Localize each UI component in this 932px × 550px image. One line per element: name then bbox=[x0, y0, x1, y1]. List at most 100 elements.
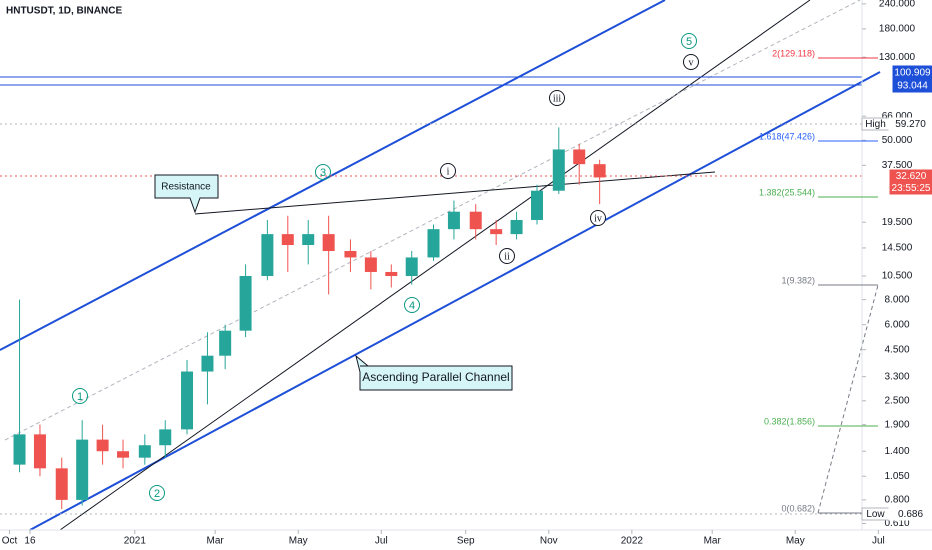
candle-body bbox=[13, 434, 26, 465]
fib-label: 1.382(25.544) bbox=[759, 187, 815, 197]
trend-line bbox=[59, 0, 811, 531]
y-tick-label: 0.610 bbox=[884, 518, 909, 529]
subwave-label: iii bbox=[553, 93, 562, 104]
price-tag-text: 32.620 bbox=[896, 171, 927, 182]
candle-body bbox=[385, 271, 398, 277]
candle-body bbox=[181, 371, 194, 430]
candle-body bbox=[427, 229, 440, 258]
fib-label: 1.618(47.426) bbox=[759, 131, 815, 141]
y-tick-label: 37.500 bbox=[882, 160, 913, 171]
fib-connector bbox=[817, 284, 879, 514]
price-tag-text: 59.270 bbox=[895, 119, 926, 130]
price-tag bbox=[892, 78, 932, 93]
candle-body bbox=[261, 234, 274, 277]
x-tick-label: May bbox=[289, 536, 308, 547]
plot-area bbox=[0, 0, 881, 531]
subwave-label: v bbox=[689, 57, 694, 68]
candle-body bbox=[322, 234, 335, 251]
y-tick-label: 4.500 bbox=[884, 344, 909, 355]
y-tick-label: 240.000 bbox=[879, 0, 916, 10]
x-tick-label: Sep bbox=[457, 536, 475, 547]
fib-label: 0.382(1.856) bbox=[764, 416, 815, 426]
candle-body bbox=[469, 211, 482, 230]
x-tick-label: Oct bbox=[2, 536, 18, 547]
wave-label: 1 bbox=[77, 391, 83, 403]
candle-body bbox=[55, 468, 68, 500]
y-tick-label: 0.800 bbox=[884, 495, 909, 506]
x-tick-label: 2021 bbox=[124, 536, 147, 547]
y-tick-label: 2.500 bbox=[884, 395, 909, 406]
x-tick-label: Mar bbox=[704, 536, 722, 547]
candle-body bbox=[239, 276, 252, 331]
price-tag bbox=[888, 117, 932, 131]
channel-upper bbox=[0, 0, 666, 351]
candle-body bbox=[138, 445, 151, 458]
wave-circle bbox=[681, 33, 697, 49]
candle-body bbox=[281, 234, 294, 245]
subwave-circle bbox=[499, 248, 515, 264]
wave-label: 3 bbox=[320, 167, 326, 179]
x-tick-label: Jul bbox=[872, 536, 885, 547]
y-tick-label: 3.300 bbox=[884, 371, 909, 382]
callout-box bbox=[355, 354, 513, 391]
y-tick-label: 66.000 bbox=[882, 111, 913, 122]
callout-text: Ascending Parallel Channel bbox=[362, 370, 509, 384]
wave-circle bbox=[72, 388, 88, 404]
x-tick-label: 2022 bbox=[621, 536, 644, 547]
candle-body bbox=[344, 250, 357, 258]
fib-label: 1(9.382) bbox=[781, 275, 815, 285]
dashed-trend bbox=[4, 0, 861, 441]
candle-body bbox=[33, 434, 46, 469]
subwave-circle bbox=[683, 54, 699, 70]
y-tick-label: 14.500 bbox=[882, 243, 913, 254]
candle-body bbox=[117, 451, 130, 458]
candle-body bbox=[510, 219, 523, 235]
channel-lower bbox=[29, 71, 881, 531]
wave-circle bbox=[315, 164, 331, 180]
candle-body bbox=[447, 211, 460, 230]
wave-label: 5 bbox=[686, 36, 692, 48]
wave-label: 2 bbox=[154, 488, 160, 500]
x-tick-label: Mar bbox=[207, 536, 225, 547]
price-tag-text: 23:55:25 bbox=[892, 183, 931, 194]
price-tag-text: Low bbox=[866, 509, 885, 520]
y-tick-label: 50.000 bbox=[882, 135, 913, 146]
candle-body bbox=[159, 429, 172, 446]
wave-circle bbox=[149, 485, 165, 501]
y-tick-label: 1.900 bbox=[884, 419, 909, 430]
candle-body bbox=[531, 190, 544, 220]
y-tick-label: 180.000 bbox=[879, 24, 916, 35]
price-tag-text: 100.909 bbox=[894, 68, 931, 79]
subwave-label: ii bbox=[504, 251, 510, 262]
subwave-label: i bbox=[447, 166, 450, 177]
y-tick-label: 1.400 bbox=[884, 446, 909, 457]
candle-body bbox=[96, 439, 109, 452]
candle-body bbox=[593, 164, 606, 178]
price-tag-text: 93.044 bbox=[897, 81, 928, 92]
x-tick-label: Nov bbox=[540, 536, 558, 547]
chart-title: HNTUSDT, 1D, BINANCE bbox=[6, 6, 122, 17]
candle-body bbox=[573, 149, 586, 165]
callout-box bbox=[154, 174, 219, 214]
y-tick-label: 10.500 bbox=[882, 271, 913, 282]
candle-body bbox=[405, 257, 418, 277]
candle-body bbox=[364, 257, 377, 272]
candle-body bbox=[302, 234, 315, 245]
candle-body bbox=[490, 229, 503, 235]
fib-label: 0(0.682) bbox=[781, 503, 815, 513]
x-tick-label: May bbox=[786, 536, 805, 547]
subwave-circle bbox=[440, 163, 456, 179]
price-tag-text: 0.686 bbox=[898, 509, 923, 520]
price-tag bbox=[888, 507, 932, 521]
y-tick-label: 1.050 bbox=[884, 471, 909, 482]
callout-text: Resistance bbox=[161, 182, 211, 193]
y-tick-label: 19.500 bbox=[882, 217, 913, 228]
subwave-circle bbox=[590, 210, 606, 226]
x-tick-label: Jul bbox=[375, 536, 388, 547]
price-tag-text: High bbox=[865, 119, 886, 130]
candle-body bbox=[552, 149, 565, 191]
candle-body bbox=[219, 330, 232, 356]
subwave-label: iv bbox=[594, 213, 602, 224]
